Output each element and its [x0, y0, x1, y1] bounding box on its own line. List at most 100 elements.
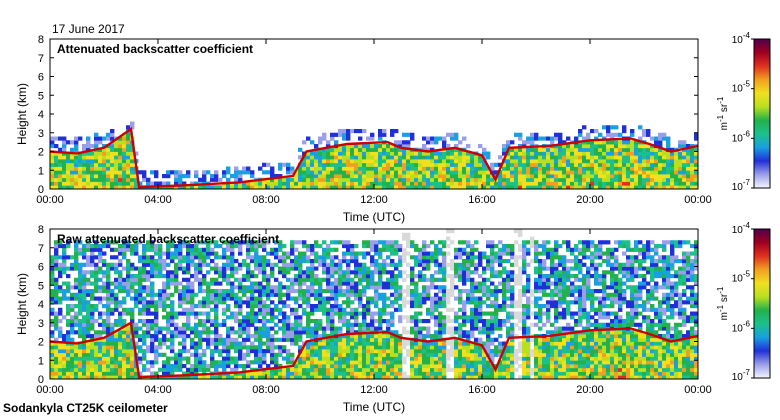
heatmap-cell [194, 352, 199, 357]
heatmap-cell [502, 166, 507, 171]
heatmap-cell [402, 147, 407, 152]
heatmap-cell [222, 289, 227, 294]
heatmap-cell [106, 270, 111, 275]
heatmap-cell [378, 319, 383, 324]
heatmap-cell [402, 375, 407, 380]
heatmap-cell [130, 266, 135, 271]
heatmap-cell [390, 166, 395, 171]
heatmap-cell [446, 251, 451, 256]
heatmap-cell [102, 159, 107, 164]
heatmap-cell [106, 170, 111, 175]
heatmap-cell [238, 341, 243, 346]
heatmap-cell [406, 315, 411, 320]
heatmap-cell [54, 185, 59, 190]
heatmap-cell [610, 174, 615, 179]
heatmap-cell [450, 266, 455, 271]
heatmap-cell [154, 311, 159, 316]
heatmap-cell [582, 147, 587, 152]
heatmap-cell [366, 349, 371, 354]
heatmap-cell [450, 170, 455, 175]
heatmap-cell [642, 159, 647, 164]
heatmap-cell [130, 311, 135, 316]
heatmap-cell [206, 247, 211, 252]
heatmap-cell [578, 181, 583, 186]
heatmap-panel-1 [49, 121, 699, 190]
heatmap-cell [570, 144, 575, 149]
heatmap-cell [330, 136, 335, 141]
heatmap-cell [626, 162, 631, 167]
heatmap-cell [346, 147, 351, 152]
heatmap-cell [430, 311, 435, 316]
heatmap-cell [442, 177, 447, 182]
heatmap-cell [230, 375, 235, 380]
heatmap-cell [338, 307, 343, 312]
heatmap-cell [66, 356, 71, 361]
heatmap-cell [250, 304, 255, 309]
heatmap-cell [238, 285, 243, 290]
heatmap-cell [446, 364, 451, 369]
heatmap-cell [278, 240, 283, 245]
heatmap-cell [158, 289, 163, 294]
heatmap-cell [86, 155, 91, 160]
heatmap-cell [58, 371, 63, 376]
heatmap-cell [390, 375, 395, 380]
heatmap-cell [414, 166, 419, 171]
heatmap-cell [498, 364, 503, 369]
heatmap-cell [154, 181, 159, 186]
heatmap-cell [658, 166, 663, 171]
heatmap-cell [326, 244, 331, 249]
heatmap-cell [306, 345, 311, 350]
heatmap-cell [458, 240, 463, 245]
heatmap-cell [170, 322, 175, 327]
heatmap-cell [130, 367, 135, 372]
heatmap-cell [358, 300, 363, 305]
heatmap-cell [686, 147, 691, 152]
heatmap-cell [98, 166, 103, 171]
heatmap-cell [74, 345, 79, 350]
heatmap-cell [118, 177, 123, 182]
heatmap-cell [258, 360, 263, 365]
heatmap-cell [622, 159, 627, 164]
heatmap-cell [58, 319, 63, 324]
heatmap-cell [122, 311, 127, 316]
heatmap-cell [254, 244, 259, 249]
heatmap-cell [90, 364, 95, 369]
heatmap-cell [474, 174, 479, 179]
heatmap-cell [246, 337, 251, 342]
heatmap-cell [354, 292, 359, 297]
heatmap-cell [62, 375, 67, 380]
heatmap-cell [258, 334, 263, 339]
heatmap-cell [58, 244, 63, 249]
heatmap-cell [210, 360, 215, 365]
heatmap-cell [198, 364, 203, 369]
heatmap-cell [54, 371, 59, 376]
heatmap-cell [530, 177, 535, 182]
heatmap-cell [594, 174, 599, 179]
heatmap-cell [50, 140, 55, 145]
heatmap-cell [94, 155, 99, 160]
heatmap-cell [226, 315, 231, 320]
heatmap-cell [510, 155, 515, 160]
heatmap-cell [118, 356, 123, 361]
heatmap-cell [74, 285, 79, 290]
heatmap-cell [490, 304, 495, 309]
heatmap-cell [606, 129, 611, 134]
heatmap-cell [246, 274, 251, 279]
heatmap-cell [562, 162, 567, 167]
heatmap-cell [554, 170, 559, 175]
heatmap-cell [354, 262, 359, 267]
heatmap-cell [246, 304, 251, 309]
heatmap-cell [326, 337, 331, 342]
heatmap-cell [166, 244, 171, 249]
heatmap-cell [286, 356, 291, 361]
heatmap-cell [74, 144, 79, 149]
heatmap-cell [422, 360, 427, 365]
heatmap-cell [70, 375, 75, 380]
heatmap-cell [478, 166, 483, 171]
heatmap-cell [662, 185, 667, 190]
heatmap-cell [386, 341, 391, 346]
heatmap-cell [258, 285, 263, 290]
heatmap-cell [334, 289, 339, 294]
heatmap-cell [422, 371, 427, 376]
heatmap-cell [434, 349, 439, 354]
